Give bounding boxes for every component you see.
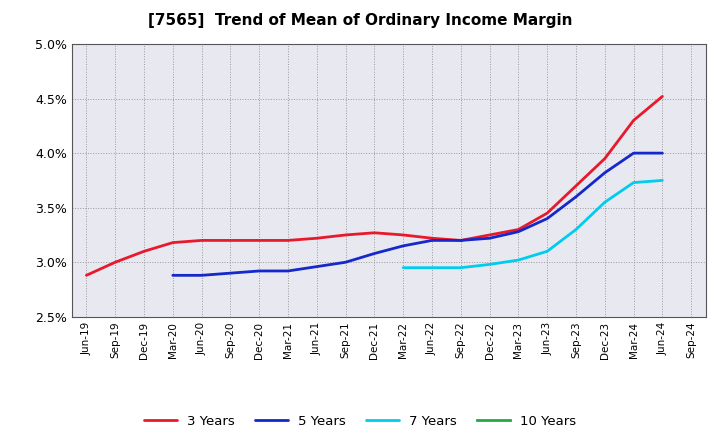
Legend: 3 Years, 5 Years, 7 Years, 10 Years: 3 Years, 5 Years, 7 Years, 10 Years xyxy=(138,410,582,433)
7 Years xyxy=(572,227,580,232)
7 Years xyxy=(514,257,523,263)
7 Years xyxy=(543,249,552,254)
3 Years xyxy=(197,238,206,243)
7 Years xyxy=(399,265,408,270)
7 Years xyxy=(485,262,494,267)
5 Years xyxy=(370,251,379,256)
7 Years xyxy=(456,265,465,270)
3 Years xyxy=(658,94,667,99)
Line: 5 Years: 5 Years xyxy=(173,153,662,275)
5 Years xyxy=(428,238,436,243)
Line: 3 Years: 3 Years xyxy=(86,96,662,275)
5 Years xyxy=(514,229,523,235)
3 Years xyxy=(543,210,552,216)
5 Years xyxy=(255,268,264,274)
3 Years xyxy=(168,240,177,245)
Line: 7 Years: 7 Years xyxy=(403,180,662,268)
3 Years xyxy=(514,227,523,232)
3 Years xyxy=(370,230,379,235)
5 Years xyxy=(543,216,552,221)
3 Years xyxy=(284,238,292,243)
3 Years xyxy=(600,156,609,161)
7 Years xyxy=(658,178,667,183)
5 Years xyxy=(284,268,292,274)
5 Years xyxy=(600,170,609,176)
3 Years xyxy=(485,232,494,238)
5 Years xyxy=(226,271,235,276)
3 Years xyxy=(111,260,120,265)
3 Years xyxy=(341,232,350,238)
5 Years xyxy=(456,238,465,243)
5 Years xyxy=(485,235,494,241)
3 Years xyxy=(312,235,321,241)
5 Years xyxy=(658,150,667,156)
3 Years xyxy=(399,232,408,238)
3 Years xyxy=(82,273,91,278)
3 Years xyxy=(629,118,638,123)
5 Years xyxy=(341,260,350,265)
3 Years xyxy=(255,238,264,243)
5 Years xyxy=(629,150,638,156)
5 Years xyxy=(399,243,408,249)
3 Years xyxy=(572,183,580,188)
5 Years xyxy=(312,264,321,269)
7 Years xyxy=(629,180,638,185)
Text: [7565]  Trend of Mean of Ordinary Income Margin: [7565] Trend of Mean of Ordinary Income … xyxy=(148,13,572,28)
5 Years xyxy=(572,194,580,199)
3 Years xyxy=(456,238,465,243)
3 Years xyxy=(140,249,148,254)
3 Years xyxy=(226,238,235,243)
5 Years xyxy=(168,273,177,278)
7 Years xyxy=(428,265,436,270)
5 Years xyxy=(197,273,206,278)
7 Years xyxy=(600,200,609,205)
3 Years xyxy=(428,235,436,241)
